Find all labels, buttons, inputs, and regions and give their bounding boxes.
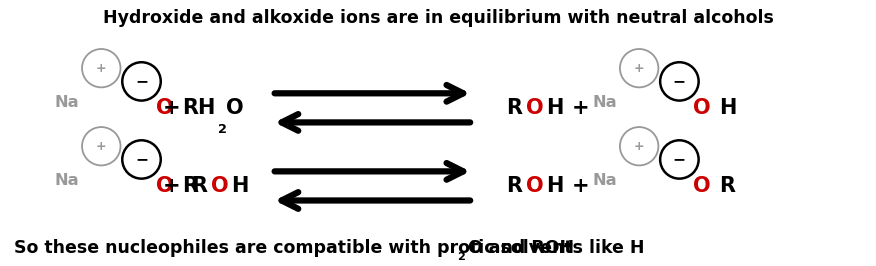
Text: −: − bbox=[135, 152, 148, 167]
Text: −: − bbox=[673, 74, 686, 89]
Text: −: − bbox=[673, 152, 686, 167]
Text: O and ROH: O and ROH bbox=[468, 239, 574, 257]
Text: Hydroxide and alkoxide ions are in equilibrium with neutral alcohols: Hydroxide and alkoxide ions are in equil… bbox=[102, 9, 774, 27]
Text: +: + bbox=[96, 62, 107, 75]
Text: O: O bbox=[226, 98, 244, 118]
Text: +: + bbox=[162, 176, 180, 196]
Text: Na: Na bbox=[593, 95, 618, 110]
Text: +: + bbox=[634, 140, 645, 153]
Text: R: R bbox=[506, 176, 522, 196]
Text: H: H bbox=[547, 98, 564, 118]
Text: O: O bbox=[211, 176, 230, 196]
Text: +: + bbox=[96, 140, 107, 153]
Text: O: O bbox=[156, 98, 173, 118]
Text: +: + bbox=[572, 98, 590, 118]
Text: Na: Na bbox=[55, 95, 80, 110]
Text: R: R bbox=[181, 176, 198, 196]
Text: O: O bbox=[526, 98, 544, 118]
Text: H: H bbox=[547, 176, 564, 196]
Text: H: H bbox=[197, 98, 215, 118]
Text: R: R bbox=[719, 176, 736, 196]
Text: R: R bbox=[181, 98, 198, 118]
Text: −: − bbox=[135, 74, 148, 89]
Text: 2: 2 bbox=[217, 123, 227, 136]
Text: R: R bbox=[506, 98, 522, 118]
Text: Na: Na bbox=[593, 173, 618, 188]
Text: +: + bbox=[634, 62, 645, 75]
Text: H: H bbox=[719, 98, 737, 118]
Text: O: O bbox=[156, 176, 173, 196]
Text: O: O bbox=[694, 98, 711, 118]
Text: So these nucleophiles are compatible with protic solvents like H: So these nucleophiles are compatible wit… bbox=[14, 239, 645, 257]
Text: O: O bbox=[526, 176, 544, 196]
Text: R: R bbox=[191, 176, 208, 196]
Text: H: H bbox=[230, 176, 248, 196]
Text: O: O bbox=[694, 176, 711, 196]
Text: +: + bbox=[162, 98, 180, 118]
Text: Na: Na bbox=[55, 173, 80, 188]
Text: 2: 2 bbox=[457, 252, 465, 262]
Text: +: + bbox=[572, 176, 590, 196]
